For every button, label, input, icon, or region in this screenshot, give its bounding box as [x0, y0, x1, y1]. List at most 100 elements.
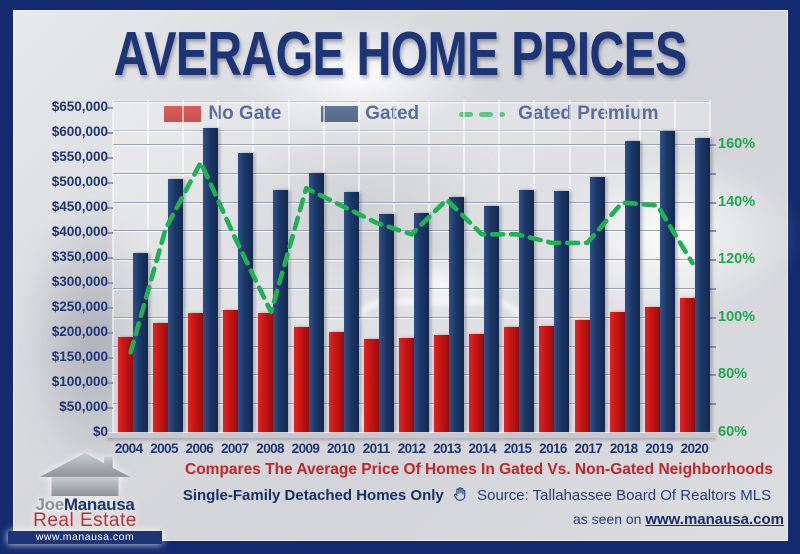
bar-no-gate-2004 — [118, 337, 133, 433]
y-axis-label-left: $500,000 — [51, 174, 108, 189]
bar-gated-2013 — [449, 196, 465, 433]
gridline-vertical — [182, 100, 185, 433]
x-axis-label: 2012 — [397, 441, 426, 456]
bar-gated-2009 — [308, 173, 324, 433]
footnote-line: Single-Family Detached Homes Only Source… — [170, 486, 784, 504]
y-axis-tick — [710, 374, 716, 377]
x-axis-label: 2019 — [645, 441, 673, 456]
gridline-vertical — [463, 100, 466, 433]
house-icon — [40, 453, 130, 497]
homes-only-label: Single-Family Detached Homes Only — [182, 487, 444, 504]
x-axis-line — [107, 433, 716, 438]
y-axis-tick — [710, 230, 716, 233]
x-axis-label: 2020 — [680, 441, 709, 456]
y-axis-tick — [107, 357, 113, 359]
y-axis-label-right: 120% — [718, 251, 756, 268]
website-link[interactable]: www.manausa.com — [645, 511, 784, 528]
logo-website-link[interactable]: www.manausa.com — [8, 531, 162, 544]
x-axis-label: 2015 — [503, 441, 532, 456]
chart-legend: No Gate Gated Gated Premium — [113, 100, 710, 128]
gridline-vertical — [357, 100, 360, 433]
bar-no-gate-2020 — [679, 298, 695, 433]
as-seen-prefix: as seen on — [572, 511, 642, 527]
y-axis-tick — [710, 288, 716, 290]
page-title: AVERAGE HOME PRICES — [113, 20, 688, 89]
gridline-vertical — [709, 100, 711, 433]
gridline — [113, 259, 710, 261]
gridline-vertical — [533, 100, 536, 433]
chart-plot-area — [107, 100, 716, 438]
gridline — [113, 288, 710, 289]
bar-no-gate-2010 — [328, 332, 344, 433]
bar-no-gate-2015 — [504, 326, 520, 433]
y-axis-label-left: $550,000 — [51, 149, 108, 164]
legend-label: Gated — [365, 103, 419, 125]
bar-gated-2015 — [519, 189, 535, 433]
x-axis-label: 2013 — [433, 441, 461, 456]
gridline — [113, 172, 710, 174]
bar-no-gate-2019 — [644, 306, 660, 433]
gridline — [113, 230, 710, 232]
bar-gated-2020 — [694, 138, 710, 433]
y-axis-tick — [107, 132, 113, 134]
y-axis-label-left: $50,000 — [59, 399, 108, 414]
y-axis-label-left: $300,000 — [51, 274, 108, 289]
y-axis-left: $650,000 $600,000 $550,000 $500,000 $450,000… — [0, 99, 108, 439]
legend-item-gated: Gated — [321, 103, 419, 125]
chart-subtitle: Compares The Average Price Of Homes In G… — [185, 461, 773, 478]
x-axis-label: 2010 — [327, 441, 355, 456]
bar-gated-2011 — [378, 214, 394, 433]
legend-label: Gated Premium — [518, 103, 659, 124]
y-axis-label-left: $650,000 — [51, 99, 108, 114]
gridline — [113, 201, 710, 203]
y-axis-label-left: $200,000 — [51, 324, 108, 339]
y-axis-tick — [107, 282, 113, 284]
bar-gated-2012 — [413, 213, 429, 433]
x-axis-label: 2011 — [362, 441, 390, 456]
gridline-vertical — [603, 100, 606, 433]
y-axis-tick — [710, 403, 716, 406]
y-axis-tick — [107, 332, 113, 334]
y-axis-tick — [710, 201, 716, 204]
gated-swatch-icon — [321, 106, 359, 122]
bar-no-gate-2012 — [398, 337, 414, 433]
bar-gated-2007 — [238, 153, 254, 433]
legend-underline — [113, 130, 710, 131]
bar-gated-2016 — [554, 191, 570, 433]
bar-no-gate-2009 — [293, 327, 309, 433]
company-logo: JoeManausa Real Estate www.manausa.com — [8, 453, 162, 544]
bar-no-gate-2011 — [363, 339, 379, 433]
bar-no-gate-2007 — [223, 309, 239, 433]
y-axis-label-right: 140% — [718, 193, 756, 210]
x-axis-label: 2009 — [291, 441, 320, 456]
y-axis-label-right: 80% — [718, 366, 748, 383]
x-axis-label: 2014 — [468, 441, 497, 456]
gridline-vertical — [112, 100, 114, 433]
gridline-vertical — [498, 100, 501, 433]
y-axis-label-left: $100,000 — [51, 374, 108, 389]
y-axis-label-left: $600,000 — [51, 124, 108, 139]
y-axis-tick — [107, 307, 113, 309]
logo-tagline: Real Estate — [33, 510, 137, 531]
gridline-vertical — [217, 100, 220, 433]
y-axis-label-right: 160% — [718, 136, 756, 152]
gridline-vertical — [673, 100, 676, 433]
x-axis-label: 2004 — [114, 441, 143, 456]
gridline — [113, 144, 710, 145]
gridline-vertical — [322, 100, 325, 433]
bar-gated-2008 — [273, 190, 289, 433]
x-axis-label: 2016 — [539, 441, 567, 456]
bar-no-gate-2008 — [258, 313, 274, 433]
bar-no-gate-2014 — [469, 333, 485, 433]
y-axis-tick — [107, 407, 113, 409]
gridline-vertical — [392, 100, 395, 433]
premium-line — [128, 159, 695, 355]
bar-no-gate-2013 — [434, 335, 450, 433]
source-label: Source: Tallahassee Board Of Realtors ML… — [477, 487, 772, 504]
y-axis-tick — [710, 259, 716, 262]
as-seen-on-line: as seen on www.manausa.com — [573, 511, 784, 528]
bar-gated-2019 — [659, 131, 675, 433]
y-axis-tick — [710, 172, 716, 175]
bar-gated-2017 — [589, 176, 605, 433]
